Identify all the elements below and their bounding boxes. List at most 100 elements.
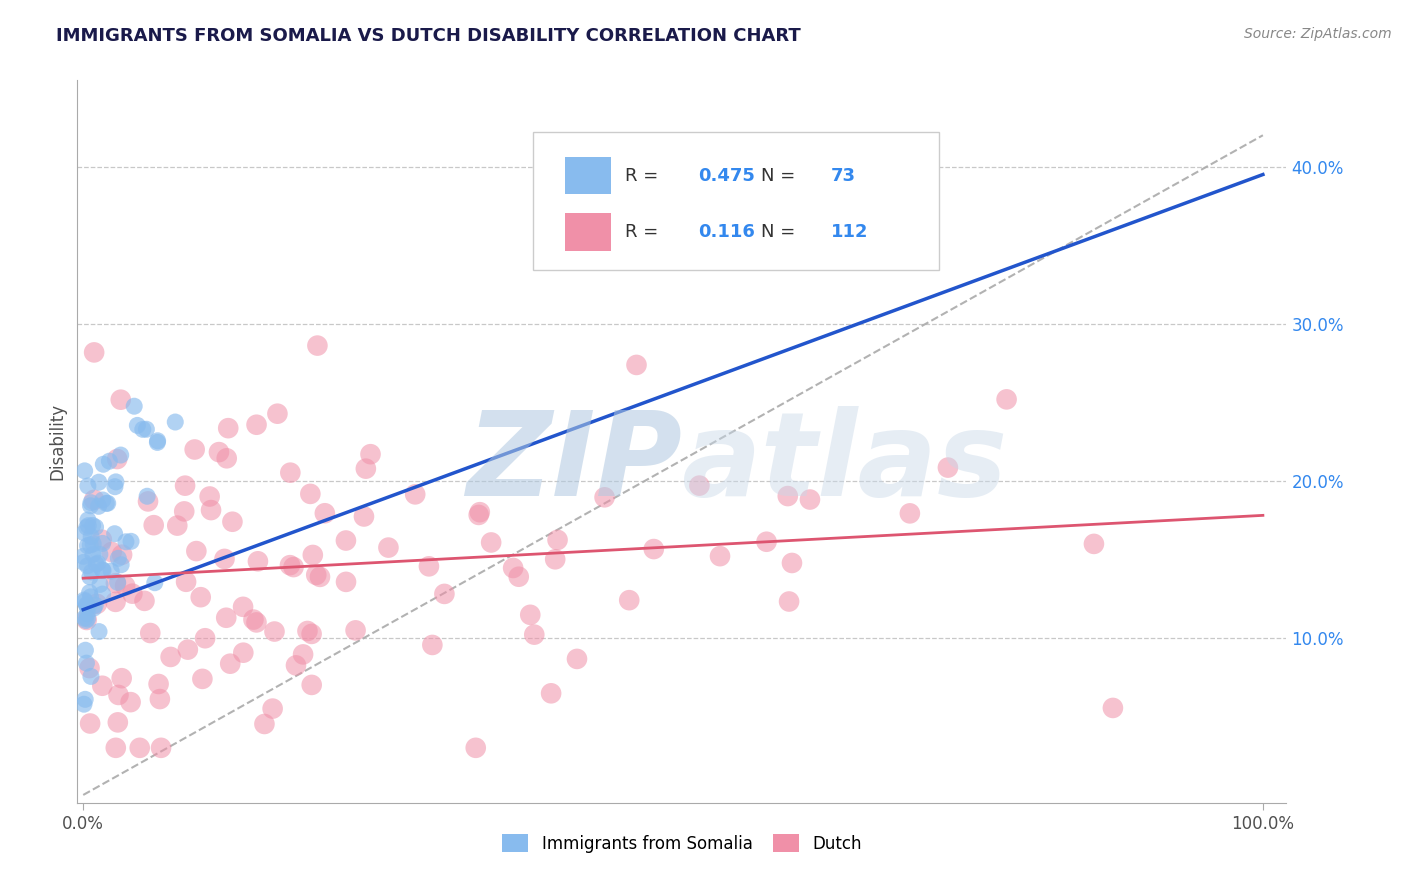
Point [75, 614, 97, 628]
Point [134, 594, 156, 608]
Point [297, 624, 319, 638]
Point [76, 539, 98, 553]
Point [91, 563, 114, 577]
Point [104, 740, 127, 755]
Legend: Immigrants from Somalia, Dutch: Immigrants from Somalia, Dutch [495, 828, 869, 860]
Point [292, 648, 315, 662]
Point [149, 692, 172, 706]
Point [335, 533, 357, 548]
Point [73, 464, 96, 478]
Point [77, 600, 100, 615]
Point [278, 466, 301, 480]
Point [174, 574, 197, 589]
Point [190, 590, 212, 604]
Point [433, 587, 456, 601]
Point [120, 695, 142, 709]
Point [91, 679, 114, 693]
Point [87, 624, 110, 639]
Point [75, 598, 97, 612]
Point [82, 537, 104, 551]
Text: IMMIGRANTS FROM SOMALIA VS DUTCH DISABILITY CORRELATION CHART: IMMIGRANTS FROM SOMALIA VS DUTCH DISABIL… [56, 27, 801, 45]
Point [418, 559, 440, 574]
Point [79, 538, 101, 552]
Point [314, 506, 336, 520]
Text: 0.116: 0.116 [697, 223, 755, 241]
Point [245, 615, 267, 630]
Point [1102, 701, 1125, 715]
Point [150, 740, 173, 755]
Point [285, 658, 308, 673]
Point [91, 564, 114, 578]
Point [467, 508, 489, 522]
Point [159, 649, 181, 664]
Point [186, 544, 208, 558]
Point [148, 677, 170, 691]
FancyBboxPatch shape [565, 213, 610, 251]
Point [183, 442, 205, 457]
Point [508, 570, 530, 584]
Point [104, 526, 127, 541]
Point [83, 492, 105, 507]
Point [79, 661, 101, 675]
Point [253, 717, 276, 731]
Point [121, 587, 143, 601]
Point [301, 627, 323, 641]
Point [83, 345, 105, 359]
Point [619, 593, 641, 607]
Point [76, 607, 98, 621]
Point [73, 555, 96, 569]
Point [104, 595, 127, 609]
Point [468, 505, 491, 519]
Point [780, 556, 803, 570]
Point [91, 536, 114, 550]
Point [84, 558, 107, 572]
Point [82, 548, 104, 562]
Point [80, 530, 103, 544]
Point [76, 479, 98, 493]
Point [217, 421, 239, 435]
Text: R =: R = [626, 223, 669, 241]
Point [146, 435, 169, 450]
Point [107, 575, 129, 590]
Point [120, 534, 142, 549]
Point [266, 407, 288, 421]
Point [344, 624, 367, 638]
Point [198, 490, 221, 504]
Point [544, 552, 567, 566]
Point [76, 612, 98, 626]
Point [86, 597, 108, 611]
Point [146, 434, 169, 448]
Point [100, 564, 122, 578]
Point [111, 548, 134, 562]
Point [1083, 537, 1105, 551]
Point [80, 565, 103, 579]
Point [110, 558, 132, 572]
Point [709, 549, 731, 563]
Point [135, 422, 157, 436]
Text: 0.475: 0.475 [697, 167, 755, 185]
Point [245, 417, 267, 432]
Point [128, 740, 150, 755]
Point [110, 448, 132, 462]
Point [91, 493, 114, 508]
Point [79, 499, 101, 513]
Point [301, 548, 323, 562]
Point [755, 534, 778, 549]
Point [191, 672, 214, 686]
Point [87, 475, 110, 490]
Point [464, 740, 486, 755]
Point [242, 613, 264, 627]
Point [98, 454, 121, 468]
Point [404, 487, 426, 501]
Point [76, 558, 98, 573]
Point [97, 496, 120, 510]
Point [215, 451, 238, 466]
Point [593, 491, 616, 505]
Point [136, 494, 159, 508]
Point [96, 496, 118, 510]
Point [523, 627, 546, 641]
Point [360, 447, 382, 461]
Point [898, 507, 921, 521]
Point [262, 701, 284, 715]
Point [107, 688, 129, 702]
